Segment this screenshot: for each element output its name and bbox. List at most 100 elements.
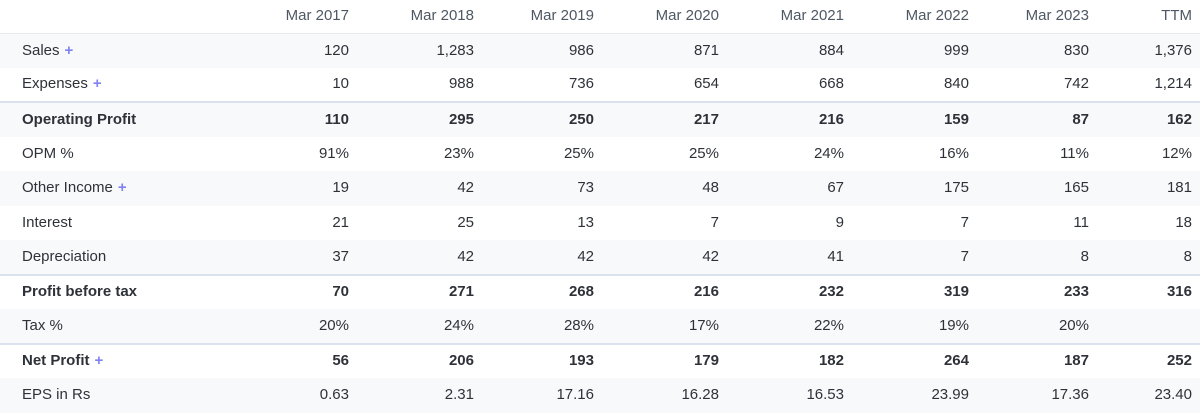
- column-header-mar-2022: Mar 2022: [852, 0, 977, 34]
- cell-value: 216: [602, 273, 727, 309]
- row-label: EPS in Rs: [0, 378, 232, 413]
- row-label: Net Profit +: [0, 342, 232, 378]
- cell-value: 2.31: [357, 378, 482, 413]
- table-row-expenses: Expenses +10 988 736 654 668 840 742 1,214: [0, 68, 1200, 103]
- cell-value: 1,376: [1097, 33, 1200, 68]
- cell-value: 24%: [813, 144, 844, 162]
- cell-value: 25%: [688, 144, 719, 162]
- cell-value: 19%: [852, 309, 977, 344]
- cell-value: 23.40: [1097, 378, 1200, 413]
- cell-value: 91%: [318, 144, 349, 162]
- cell-value: 830: [977, 33, 1097, 68]
- row-label: Sales +: [0, 33, 232, 68]
- cell-value: 319: [852, 273, 977, 309]
- column-header-mar-2021: Mar 2021: [727, 0, 852, 34]
- cell-value: 233: [977, 273, 1097, 309]
- cell-value: 28%: [482, 309, 602, 344]
- cell-value: 10: [332, 75, 349, 93]
- cell-value: 217: [602, 101, 727, 137]
- cell-value: 11%: [1060, 144, 1089, 162]
- row-label-text: Operating Profit: [22, 110, 137, 128]
- cell-value: 42: [357, 171, 482, 206]
- column-header-mar-2017: Mar 2017: [232, 0, 357, 34]
- cell-value: 41: [727, 240, 852, 275]
- cell-value: 23%: [443, 144, 474, 162]
- cell-value: 16.28: [602, 378, 727, 413]
- row-label-text: Profit before tax: [22, 283, 138, 301]
- row-label-text: Interest: [22, 213, 73, 231]
- row-label: Profit before tax: [0, 273, 232, 309]
- row-label-text: Other Income: [22, 179, 113, 197]
- cell-value: 8: [977, 240, 1097, 275]
- cell-value: 250: [482, 101, 602, 137]
- column-header-mar-2018: Mar 2018: [357, 0, 482, 34]
- cell-value: 206: [357, 342, 482, 378]
- cell-value: 7: [960, 213, 969, 231]
- expand-plus-icon[interactable]: +: [94, 352, 104, 370]
- table-row-sales: Sales +120 1,283 986 871 884 999 830 1,376: [0, 33, 1200, 68]
- cell-value: 187: [977, 342, 1097, 378]
- table-row-operating-profit: Operating Profit 110 295 250 217 216 159 87 162: [0, 101, 1200, 137]
- row-label-text: Depreciation: [22, 247, 107, 265]
- cell-value: 0.63: [232, 378, 357, 413]
- cell-value: 165: [977, 171, 1097, 206]
- table-row-tax-: Tax % 20% 24% 28% 17% 22% 19% 20%: [0, 309, 1200, 344]
- cell-value: 20%: [232, 309, 357, 344]
- cell-value: 232: [727, 273, 852, 309]
- row-label: Operating Profit: [0, 101, 232, 137]
- cell-value: 316: [1097, 273, 1200, 309]
- expand-plus-icon[interactable]: +: [117, 179, 127, 197]
- row-label-text: Expenses: [22, 75, 88, 93]
- cell-value: 736: [568, 75, 594, 93]
- cell-value: 654: [693, 75, 719, 93]
- cell-value: 295: [357, 101, 482, 137]
- cell-value: 20%: [977, 309, 1097, 344]
- cell-value: 986: [482, 33, 602, 68]
- cell-value: 7: [710, 213, 719, 231]
- row-label: Depreciation: [0, 240, 232, 275]
- row-label-text: OPM %: [22, 144, 74, 162]
- cell-value: 999: [852, 33, 977, 68]
- cell-value: 48: [602, 171, 727, 206]
- cell-value: 23.99: [852, 378, 977, 413]
- table-row-opm-: OPM % 91% 23% 25% 25% 24% 16% 11% 12%: [0, 137, 1200, 172]
- cell-value: 1,214: [1154, 75, 1192, 93]
- cell-value: 17.36: [977, 378, 1097, 413]
- column-header-mar-2020: Mar 2020: [602, 0, 727, 34]
- row-label-text: EPS in Rs: [22, 386, 91, 404]
- cell-value: 37: [232, 240, 357, 275]
- cell-value: 871: [602, 33, 727, 68]
- table-row-profit-before-tax: Profit before tax 70 271 268 216 232 319 233 316: [0, 273, 1200, 309]
- row-label-text: Sales: [22, 41, 60, 59]
- table-row-other-income: Other Income +19 42 73 48 67 175 165 181: [0, 171, 1200, 206]
- row-label: OPM %: [0, 137, 232, 172]
- cell-value: 42: [357, 240, 482, 275]
- cell-value: 17.16: [482, 378, 602, 413]
- cell-value: 988: [448, 75, 474, 93]
- cell-value: 1,283: [357, 33, 482, 68]
- cell-value: 7: [852, 240, 977, 275]
- cell-value: 16.53: [727, 378, 852, 413]
- column-header-empty: [0, 0, 232, 34]
- cell-value: 8: [1097, 240, 1200, 275]
- cell-value: 70: [232, 273, 357, 309]
- row-label: Expenses +: [0, 68, 232, 103]
- cell-value: 25%: [563, 144, 594, 162]
- cell-value: 193: [482, 342, 602, 378]
- cell-value: 840: [943, 75, 969, 93]
- cell-value: 110: [232, 101, 357, 137]
- cell-value: 73: [482, 171, 602, 206]
- cell-value: 162: [1097, 101, 1200, 137]
- expand-plus-icon[interactable]: +: [92, 75, 102, 93]
- cell-value: 42: [602, 240, 727, 275]
- expand-plus-icon[interactable]: +: [64, 41, 74, 59]
- cell-value: 9: [835, 213, 844, 231]
- column-header-ttm: TTM: [1097, 0, 1200, 34]
- cell-value: 17%: [602, 309, 727, 344]
- cell-value: 24%: [357, 309, 482, 344]
- cell-value: 16%: [938, 144, 969, 162]
- cell-value: 21: [332, 213, 349, 231]
- cell-value: 175: [852, 171, 977, 206]
